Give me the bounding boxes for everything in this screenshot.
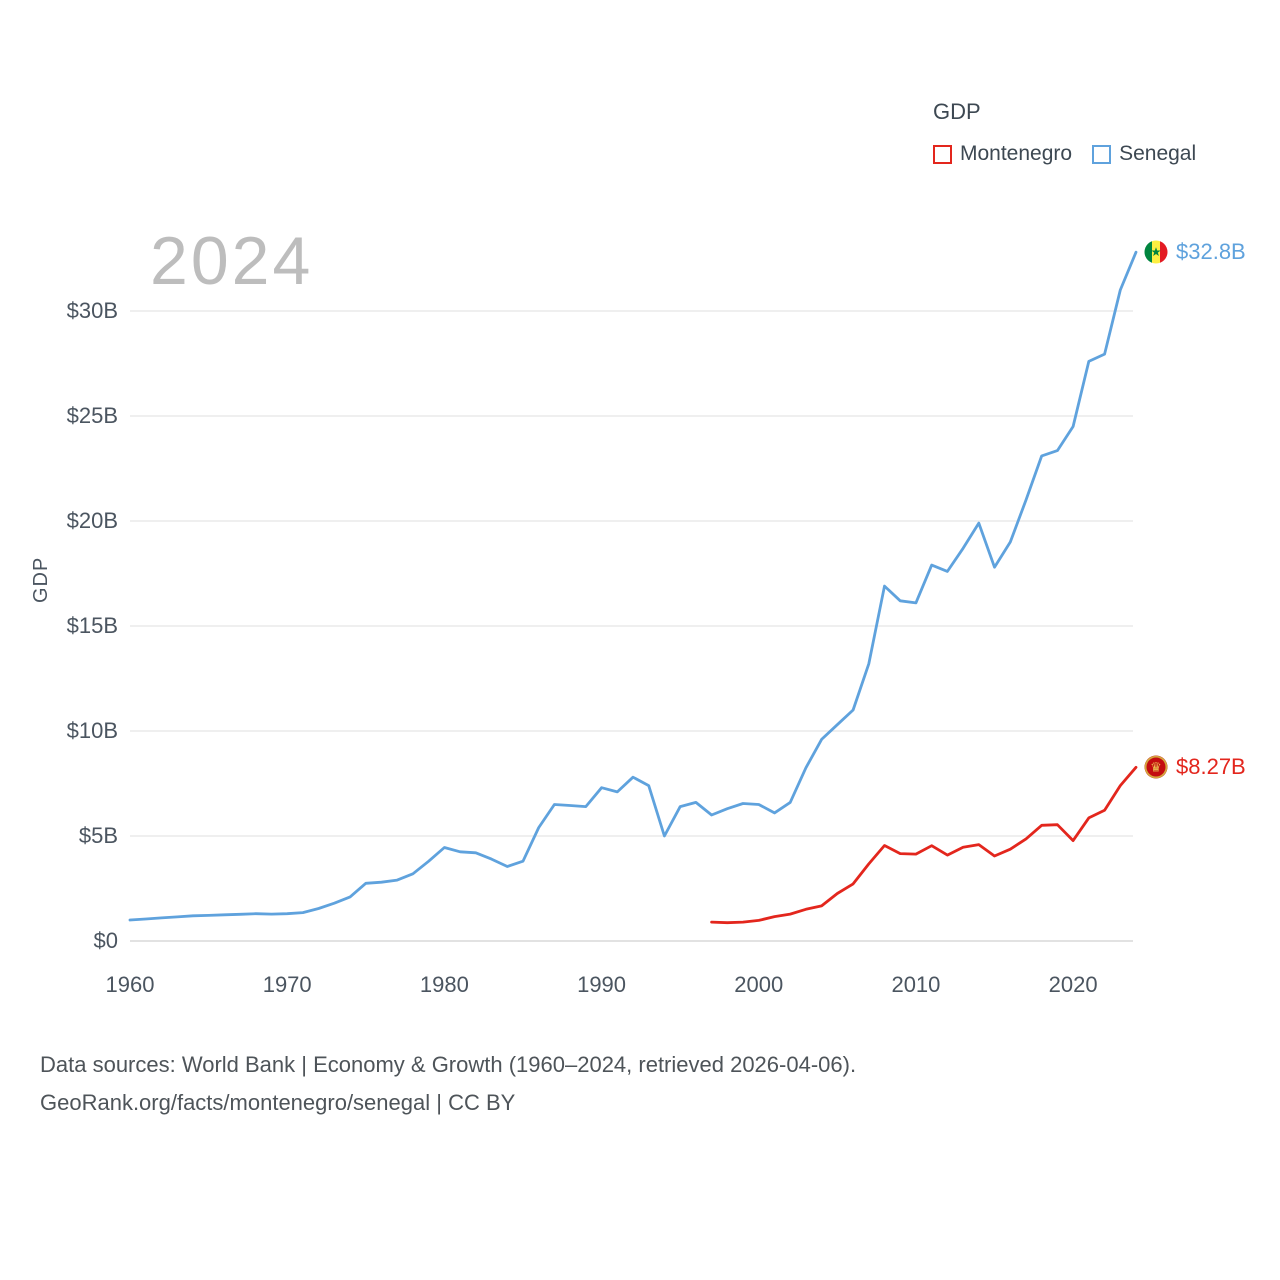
legend-item-montenegro[interactable]: Montenegro [933, 142, 1072, 166]
x-tick-label: 2020 [1048, 972, 1098, 997]
series-line-senegal [128, 250, 1138, 922]
y-tick-label: $30B [66, 298, 118, 323]
montenegro-series-swatch-icon [933, 144, 952, 164]
senegal-series-swatch-icon [1092, 144, 1112, 164]
legend-item-senegal[interactable]: Senegal [1092, 142, 1196, 166]
y-axis-title: GDP [30, 556, 52, 603]
senegal-flag-icon [1144, 240, 1168, 264]
y-tick-label: $5B [78, 823, 118, 848]
y-tick-label: $10B [66, 718, 118, 743]
footer-attribution: GeoRank.org/facts/montenegro/senegal | C… [40, 1090, 516, 1115]
x-tick-label: 1970 [262, 972, 312, 997]
x-tick-label: 2010 [891, 972, 941, 997]
legend-title: GDP [933, 99, 981, 124]
legend-label-montenegro: Montenegro [960, 142, 1073, 165]
legend-label-senegal: Senegal [1119, 142, 1197, 165]
montenegro-end-value: $8.27B [1176, 754, 1246, 780]
senegal-end-value: $32.8B [1176, 239, 1246, 265]
x-tick-label: 1990 [577, 972, 627, 997]
series-line-montenegro [710, 765, 1138, 925]
svg-text:♛: ♛ [1150, 761, 1162, 776]
chart-legend: GDP Montenegro Senegal [933, 99, 1196, 166]
y-tick-label: $0 [93, 928, 118, 953]
x-tick-label: 1960 [105, 972, 155, 997]
y-tick-label: $25B [66, 403, 118, 428]
footer-data-sources: Data sources: World Bank | Economy & Gro… [40, 1052, 857, 1077]
montenegro-end-label: ♛ $8.27B [1144, 754, 1246, 780]
x-tick-label: 2000 [734, 972, 784, 997]
legend-items: Montenegro Senegal [933, 142, 1196, 166]
x-tick-label: 1980 [419, 972, 469, 997]
year-watermark: 2024 [150, 223, 314, 299]
montenegro-flag-icon: ♛ [1144, 755, 1168, 779]
senegal-end-label: $32.8B [1144, 239, 1246, 265]
y-tick-label: $15B [66, 613, 118, 638]
footer: Data sources: World Bank | Economy & Gro… [40, 1046, 856, 1122]
y-tick-label: $20B [66, 508, 118, 533]
